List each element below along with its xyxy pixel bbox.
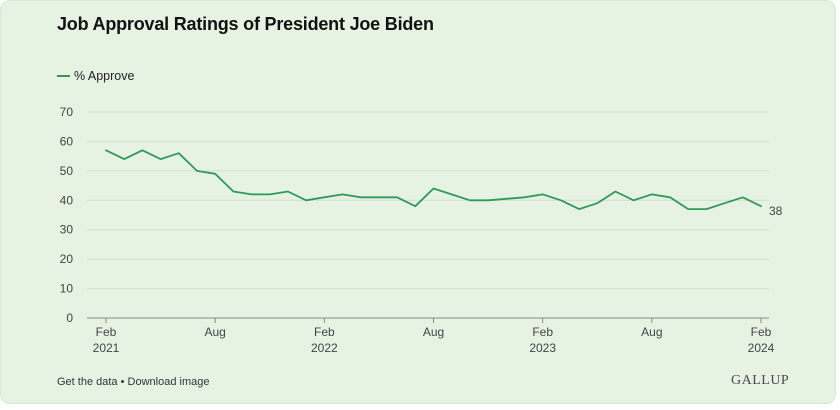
x-tick-year-label: 2022	[311, 341, 338, 355]
data-point	[360, 196, 362, 198]
x-tick-year-label: 2024	[748, 341, 775, 355]
data-point	[669, 196, 671, 198]
data-point	[196, 170, 198, 172]
y-tick-label: 20	[60, 252, 74, 266]
data-point	[123, 158, 125, 160]
data-point	[287, 190, 289, 192]
legend: % Approve	[57, 69, 134, 83]
data-point	[159, 158, 161, 160]
y-tick-label: 60	[60, 134, 74, 148]
x-tick-label: Aug	[641, 325, 662, 339]
x-tick-label: Aug	[423, 325, 444, 339]
x-tick-label: Feb	[314, 325, 335, 339]
data-point	[505, 198, 507, 200]
data-point	[614, 190, 616, 192]
data-point	[141, 149, 143, 151]
data-point	[560, 199, 562, 201]
x-tick-year-label: 2021	[93, 341, 120, 355]
y-tick-label: 70	[60, 105, 74, 119]
data-point	[651, 193, 653, 195]
get-data-link[interactable]: Get the data	[57, 376, 118, 388]
data-point	[487, 199, 489, 201]
data-point	[250, 193, 252, 195]
data-point	[305, 199, 307, 201]
data-point	[523, 196, 525, 198]
gallup-logo: GALLUP	[731, 373, 790, 388]
data-point	[414, 205, 416, 207]
download-image-link[interactable]: Download image	[127, 376, 210, 388]
data-point	[341, 193, 343, 195]
data-point	[742, 196, 744, 198]
legend-label: % Approve	[74, 69, 135, 83]
data-point	[541, 193, 543, 195]
chart-title: Job Approval Ratings of President Joe Bi…	[57, 14, 434, 34]
series-line-approve	[105, 149, 762, 211]
data-point	[632, 199, 634, 201]
footer: Get the data • Download image	[57, 376, 209, 388]
x-tick-year-label: 2023	[529, 341, 556, 355]
data-point	[105, 149, 107, 151]
x-tick-label: Feb	[751, 325, 772, 339]
data-point	[596, 202, 598, 204]
data-point	[323, 196, 325, 198]
data-point	[687, 208, 689, 210]
y-tick-label: 50	[60, 164, 74, 178]
data-point	[432, 187, 434, 189]
y-tick-label: 0	[66, 311, 73, 325]
y-tick-label: 40	[60, 193, 74, 207]
data-point	[723, 202, 725, 204]
x-tick-label: Aug	[204, 325, 225, 339]
data-point	[450, 193, 452, 195]
data-point	[396, 196, 398, 198]
data-point	[760, 205, 762, 207]
y-tick-label: 10	[60, 282, 74, 296]
footer-separator: •	[120, 376, 125, 388]
end-value-label: 38	[769, 204, 783, 218]
legend-swatch	[57, 75, 70, 77]
data-point	[705, 208, 707, 210]
data-point	[469, 199, 471, 201]
data-point	[232, 190, 234, 192]
x-tick-label: Feb	[532, 325, 553, 339]
data-point	[578, 208, 580, 210]
x-tick-label: Feb	[96, 325, 117, 339]
data-point	[214, 173, 216, 175]
data-point	[269, 193, 271, 195]
data-point	[178, 152, 180, 154]
y-tick-label: 30	[60, 223, 74, 237]
data-point	[378, 196, 380, 198]
